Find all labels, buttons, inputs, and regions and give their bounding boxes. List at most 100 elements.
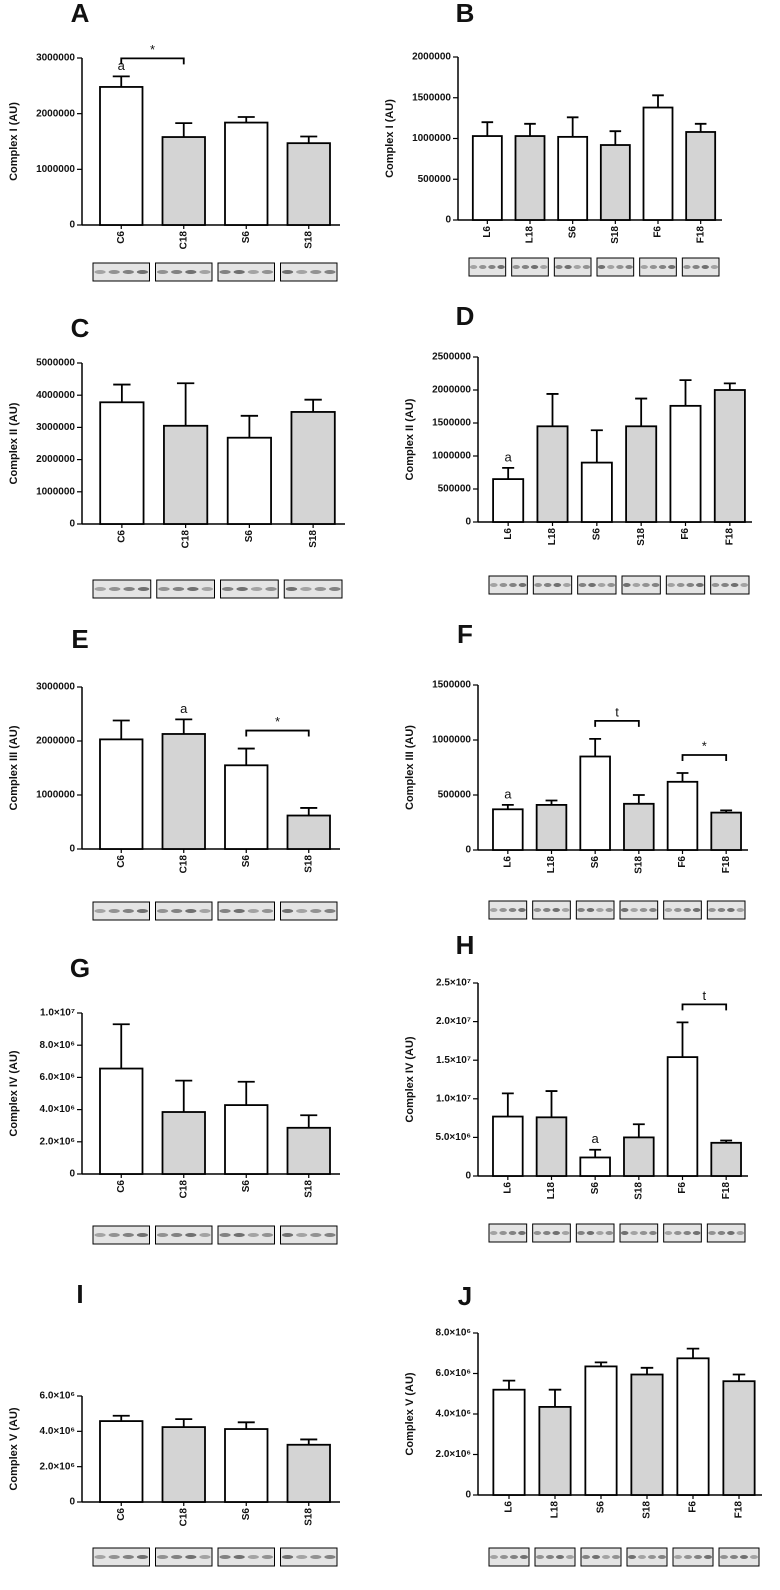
- panel-label: G: [70, 953, 90, 983]
- blot-image: [155, 1547, 213, 1567]
- blot-image: [511, 257, 549, 277]
- x-tick-label: S18: [303, 855, 314, 873]
- error-bar: [481, 121, 494, 137]
- blot-band: [649, 908, 657, 912]
- blot-image: [280, 1547, 338, 1567]
- bar: [226, 436, 272, 525]
- y-tick-label: 0: [69, 1497, 75, 1508]
- y-tick-label: 0: [445, 215, 451, 226]
- blot-band: [667, 583, 675, 587]
- x-tick-label: S6: [241, 1508, 252, 1521]
- bar: [710, 1141, 742, 1177]
- bar: [224, 121, 269, 226]
- blot-band: [199, 1555, 211, 1559]
- blot-band: [108, 587, 121, 591]
- blot-band: [555, 265, 563, 269]
- error-bar: [652, 94, 664, 108]
- blot-band: [630, 908, 638, 912]
- blot-band: [136, 1555, 149, 1559]
- x-tick-label: F18: [721, 1182, 732, 1200]
- bar: [625, 425, 658, 523]
- blot-band: [512, 265, 520, 269]
- blot-band: [185, 270, 197, 274]
- blot-image: [468, 257, 507, 277]
- blot-band: [310, 1555, 322, 1559]
- x-tick-label: L18: [550, 1501, 561, 1519]
- y-tick-label: 500000: [438, 484, 472, 495]
- blot-band: [717, 908, 726, 912]
- blot-band: [94, 587, 106, 591]
- blot-band: [708, 1231, 716, 1235]
- y-tick-label: 2.5×10⁷: [436, 978, 471, 989]
- blot-band: [694, 1555, 702, 1559]
- y-axis-label: Complex III (AU): [8, 725, 20, 810]
- blot-band: [701, 265, 709, 269]
- x-tick-label: C18: [178, 855, 189, 874]
- x-tick-label: S6: [241, 231, 252, 244]
- blot-image: [706, 900, 746, 920]
- x-tick-label: L18: [546, 1182, 557, 1200]
- x-tick-label: C6: [116, 1508, 127, 1521]
- y-tick-label: 3000000: [36, 422, 75, 433]
- blot-band: [520, 1555, 528, 1559]
- bar: [99, 1067, 144, 1175]
- blot-band: [586, 908, 595, 912]
- x-tick-label: S18: [308, 530, 319, 548]
- blot-band: [577, 908, 585, 912]
- x-tick-label: F6: [677, 856, 688, 868]
- y-tick-label: 1500000: [432, 680, 471, 691]
- y-axis-label: Complex II (AU): [404, 398, 416, 480]
- y-tick-label: 2000000: [432, 385, 471, 396]
- bar: [599, 144, 631, 221]
- blot-band: [727, 908, 735, 912]
- x-tick-label: L18: [546, 856, 557, 874]
- blot-band: [727, 1231, 735, 1235]
- y-tick-label: 500000: [438, 790, 472, 801]
- blot-band: [553, 583, 562, 587]
- y-axis-label: Complex V (AU): [404, 1372, 416, 1455]
- blot-band: [632, 583, 641, 587]
- blot-image: [681, 257, 720, 277]
- blot-band: [261, 270, 274, 274]
- error-bar: [632, 794, 645, 804]
- error-bar: [175, 1079, 193, 1113]
- blot-band: [261, 1555, 274, 1559]
- error-bar: [175, 1418, 193, 1428]
- blot-image: [665, 575, 706, 595]
- blot-image: [92, 262, 150, 282]
- y-axis-label: Complex III (AU): [404, 725, 416, 810]
- y-tick-label: 2.0×10⁶: [40, 1136, 75, 1147]
- x-tick-label: F6: [680, 528, 691, 540]
- error-bar: [300, 807, 318, 816]
- blot-band: [638, 1555, 646, 1559]
- y-tick-label: 4.0×10⁶: [40, 1426, 75, 1437]
- blot-image: [488, 1547, 530, 1567]
- x-tick-label: F18: [724, 528, 735, 546]
- blot-band: [499, 583, 508, 587]
- chart-panel: C Complex II (AU) 0 1000000 2000000 3000000 40…: [8, 313, 345, 599]
- bar: [579, 755, 611, 851]
- y-axis-label: Complex I (AU): [384, 99, 396, 178]
- y-tick-label: 1000000: [36, 790, 75, 801]
- x-tick-label: S6: [567, 226, 578, 239]
- blot-band: [281, 1555, 294, 1559]
- panel-label: H: [456, 930, 475, 960]
- y-tick-label: 0: [465, 1490, 471, 1501]
- significance-marker: a: [505, 449, 513, 464]
- blot-band: [736, 908, 745, 912]
- blot-image: [663, 1223, 702, 1243]
- blot-image: [217, 1547, 275, 1567]
- blot-band: [490, 1555, 498, 1559]
- blot-band: [136, 270, 149, 274]
- blot-band: [597, 583, 606, 587]
- blot-band: [156, 1233, 169, 1237]
- blot-band: [122, 909, 134, 913]
- comparison-label: *: [702, 738, 707, 753]
- blot-band: [499, 1231, 507, 1235]
- bar: [666, 780, 699, 851]
- blot-band: [233, 909, 245, 913]
- blot-band: [540, 265, 548, 269]
- blot-band: [552, 1231, 560, 1235]
- comparison-bracket: [594, 720, 640, 727]
- blot-image: [220, 579, 279, 599]
